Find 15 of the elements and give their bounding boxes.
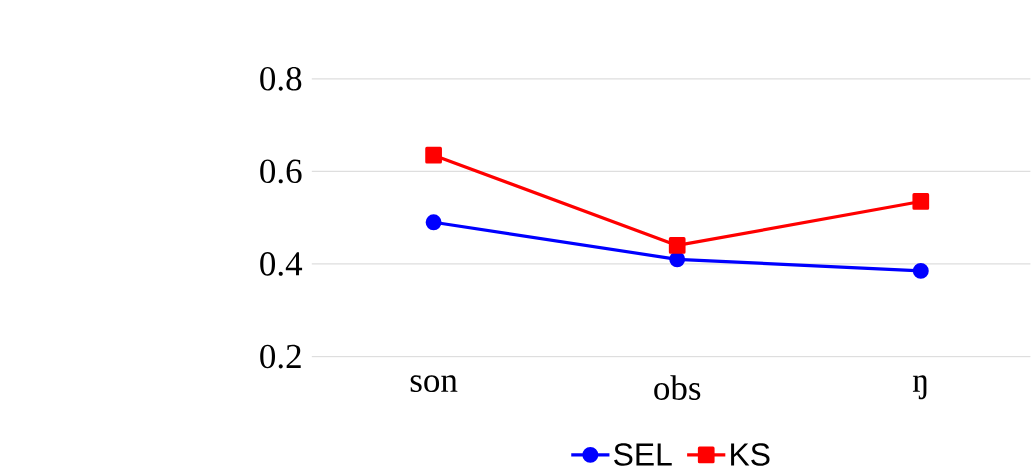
y-tick-label: 0.6 [260,159,302,184]
x-tick-label: son [410,375,458,393]
legend-label: KS [731,443,770,466]
y-tick-label: 0.4 [260,252,303,276]
point [425,214,442,231]
point [912,263,929,279]
x-tick-label: ŋ [912,375,927,400]
point [912,193,930,210]
y-tick-label: 0.8 [260,67,302,91]
legend-label: SEL [614,443,672,466]
y-tick-label: 0.2 [260,344,301,369]
x-tick-label: obs [654,375,701,400]
point [668,237,686,254]
point [425,146,442,164]
point [669,251,686,268]
